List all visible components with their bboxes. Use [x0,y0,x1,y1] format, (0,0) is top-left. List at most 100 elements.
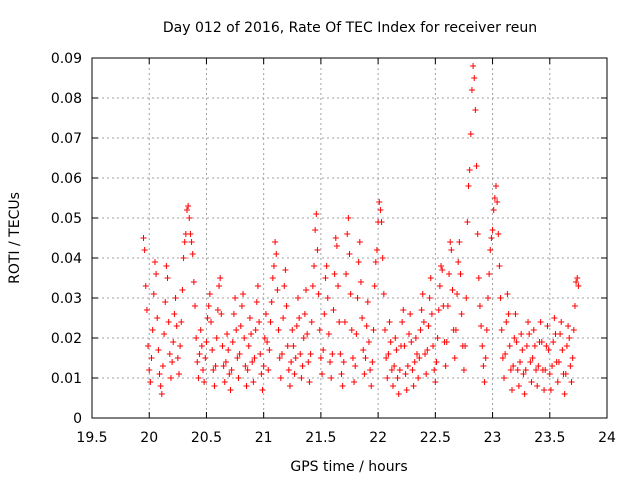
data-point [497,295,504,301]
data-point [571,303,578,309]
data-point [230,311,237,317]
data-point [463,295,470,301]
data-point [472,107,479,113]
data-point [244,367,251,373]
x-tick-label: 23 [484,430,502,446]
data-point [246,315,253,321]
x-tick-label: 22.5 [420,430,451,446]
data-point [482,355,489,361]
data-point [337,351,344,357]
data-point [431,367,438,373]
data-point [240,291,247,297]
data-point [305,359,312,365]
data-point [570,327,577,333]
data-point [361,371,368,377]
data-point [535,363,542,369]
data-point [423,371,430,377]
data-point [542,367,549,373]
x-tick-label: 19.5 [76,430,107,446]
data-point [203,339,210,345]
data-point [518,331,525,337]
data-point [189,251,196,257]
data-point [303,287,310,293]
data-point [403,387,410,393]
data-point [372,259,379,265]
data-point [481,379,488,385]
data-point [261,335,268,341]
data-point [329,351,336,357]
data-point [311,263,318,269]
data-point [462,343,469,349]
data-point [339,383,346,389]
data-point [521,391,528,397]
data-point [277,375,284,381]
data-point [307,351,314,357]
data-point [417,327,424,333]
data-point [236,351,243,357]
data-point [393,347,400,353]
data-point [559,347,566,353]
data-point [406,331,413,337]
data-point [422,351,429,357]
data-point [454,291,461,297]
data-point [537,319,544,325]
data-point [473,163,480,169]
data-point [401,343,408,349]
data-point [169,359,176,365]
data-point [153,271,160,277]
data-point [320,347,327,353]
data-point [327,359,334,365]
data-point [221,379,228,385]
data-point [260,363,267,369]
y-tick-label: 0 [73,411,82,427]
data-point [188,239,195,245]
data-point [340,359,347,365]
data-point [520,371,527,377]
data-point [546,371,553,377]
data-point [531,343,538,349]
data-point [312,227,319,233]
data-point [163,263,170,269]
data-point [499,355,506,361]
data-point [204,315,211,321]
data-point [333,243,340,249]
data-point [503,319,510,325]
data-point [544,323,551,329]
data-point [250,379,257,385]
data-point [471,75,478,81]
data-point [322,275,329,281]
data-point [321,311,328,317]
data-point [267,319,274,325]
data-point [562,371,569,377]
data-point [212,363,219,369]
x-tick-label: 23.5 [534,430,565,446]
data-point [420,319,427,325]
y-axis-ticks: 0 0.01 0.02 0.03 0.04 0.05 0.06 0.07 0.08 0.09 [51,51,607,427]
data-point [308,319,315,325]
data-point [324,295,331,301]
data-point [359,315,366,321]
data-point [438,263,445,269]
data-point [489,227,496,233]
data-point [180,255,187,261]
data-point [156,371,163,377]
data-point [376,199,383,205]
grid-lines [92,58,607,418]
data-point [530,327,537,333]
y-tick-label: 0.07 [51,131,82,147]
data-point [227,387,234,393]
data-point [479,343,486,349]
data-point [197,327,204,333]
data-point [387,339,394,345]
data-point [378,219,385,225]
data-point [367,367,374,373]
data-point [386,319,393,325]
data-point [280,315,287,321]
data-point [297,351,304,357]
data-point [301,311,308,317]
data-point [561,391,568,397]
data-point [154,315,161,321]
y-tick-label: 0.09 [51,51,82,67]
data-point [448,247,455,253]
data-point [466,167,473,173]
